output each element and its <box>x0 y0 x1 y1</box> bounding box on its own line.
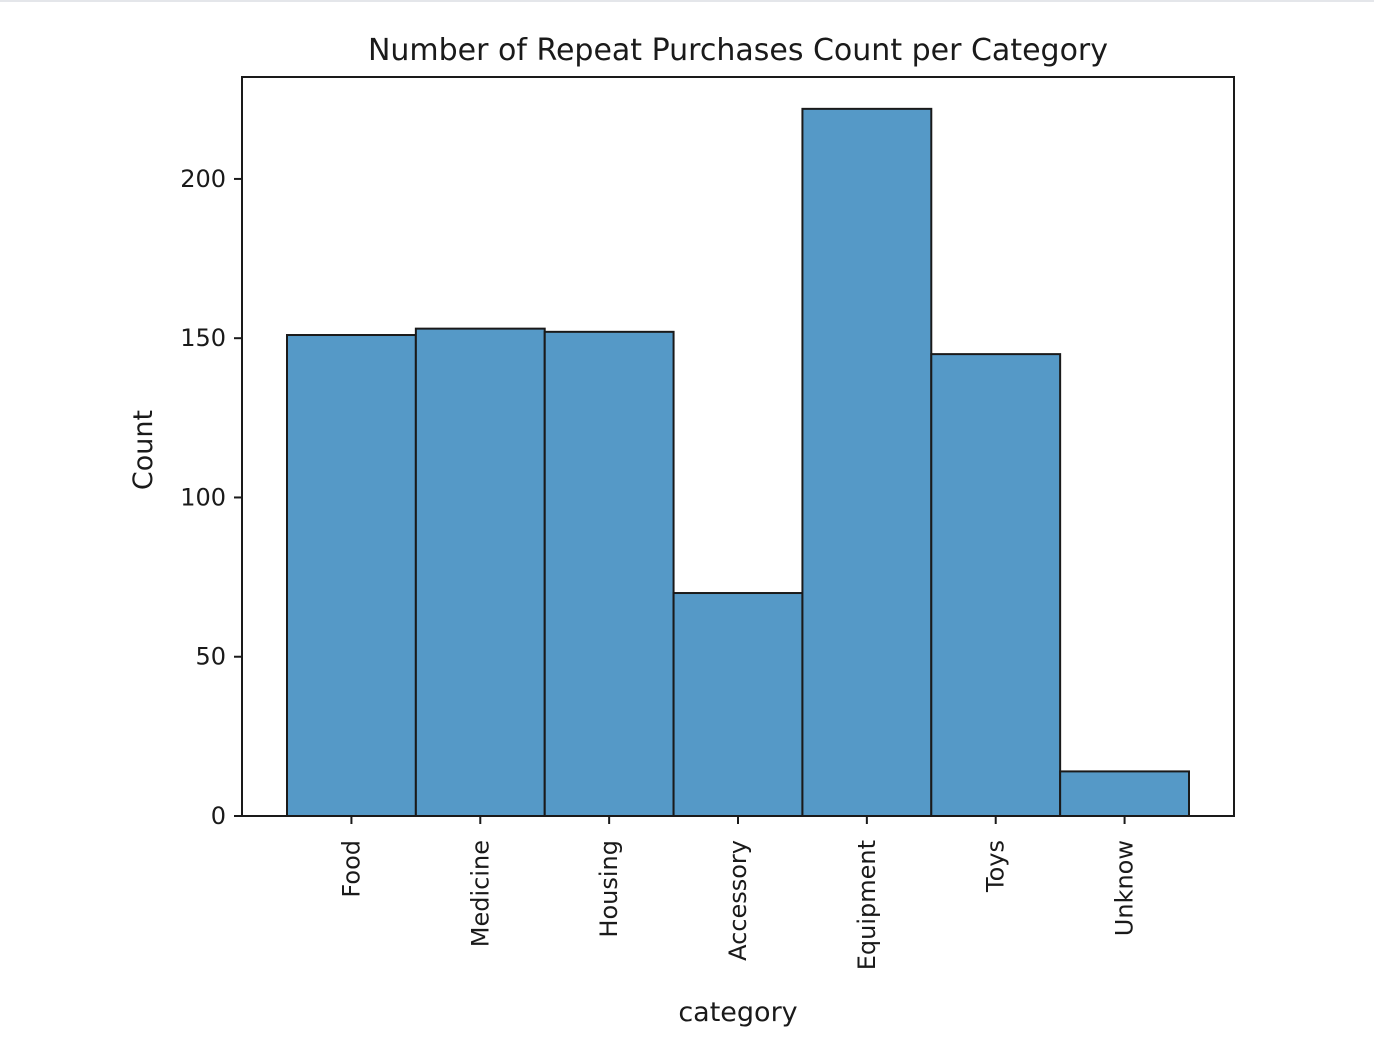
bar-toys <box>930 353 1062 817</box>
x-tick-label-toys: Toys <box>982 840 1010 893</box>
y-tick-label-50: 50 <box>195 643 226 671</box>
y-axis-ticks: 0 50 100 150 200 <box>180 165 242 830</box>
bars-group <box>286 107 1190 818</box>
x-tick-label-housing: Housing <box>595 840 623 938</box>
x-tick-label-accessory: Accessory <box>724 840 752 961</box>
y-tick-label-100: 100 <box>180 483 226 511</box>
x-tick-label-equipment: Equipment <box>853 840 881 970</box>
chart-title: Number of Repeat Purchases Count per Cat… <box>368 33 1108 68</box>
y-axis-label: Count <box>128 410 159 490</box>
top-border <box>0 0 1374 2</box>
bar-accessory <box>672 592 804 818</box>
y-tick-label-0: 0 <box>211 802 226 830</box>
x-axis-label: category <box>678 997 797 1028</box>
bar-equipment <box>801 107 933 817</box>
bar-unknow <box>1059 770 1190 817</box>
bar-medicine <box>414 327 546 817</box>
x-tick-label-medicine: Medicine <box>466 840 494 947</box>
bar-housing <box>543 330 675 817</box>
y-tick-label-150: 150 <box>180 324 226 352</box>
x-axis-ticks: Food Medicine Housing Accessory Equipment Toy… <box>337 816 1139 970</box>
y-tick-label-200: 200 <box>180 165 226 193</box>
x-tick-label-food: Food <box>337 840 365 898</box>
x-tick-label-unknow: Unknow <box>1111 840 1139 936</box>
bar-food <box>286 334 417 817</box>
